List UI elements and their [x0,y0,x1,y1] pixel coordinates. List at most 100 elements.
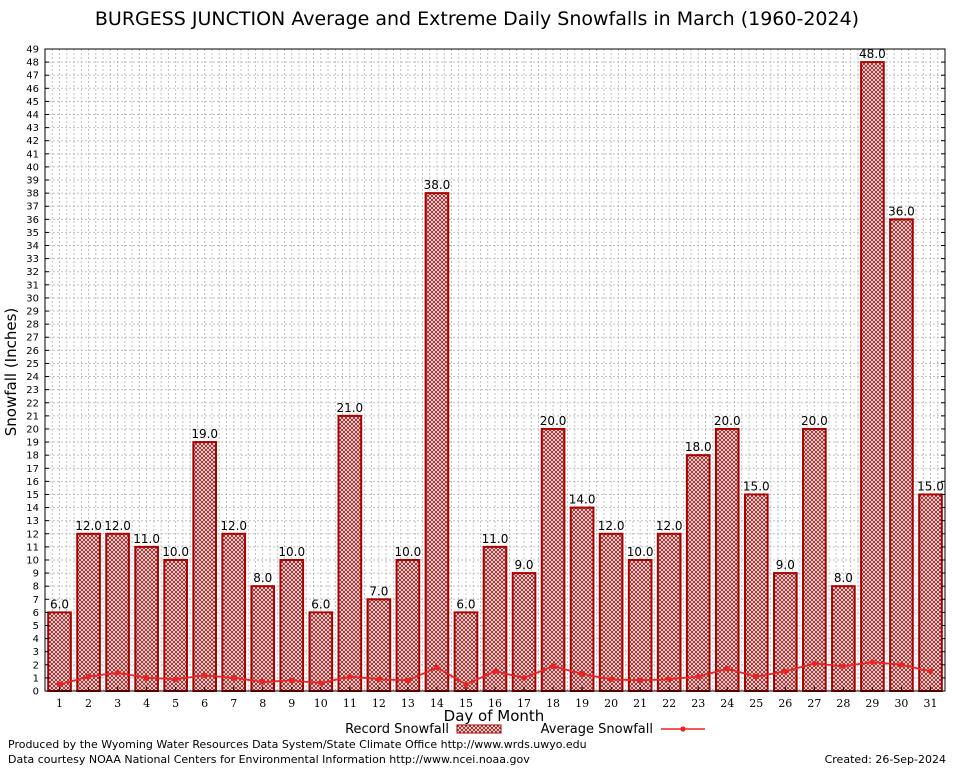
legend: Record Snowfall Average Snowfall [345,722,705,737]
bar-value-label: 9.0 [514,558,533,572]
x-tick-label: 18 [546,697,560,710]
x-tick-label: 6 [201,697,208,710]
y-tick-label: 13 [26,516,39,527]
legend-marker-average [680,726,686,732]
y-tick-label: 27 [26,333,39,344]
record-bar [656,532,682,692]
legend-label-record: Record Snowfall [345,722,449,737]
record-bar [714,427,740,692]
x-axis-title: Day of Month [444,707,545,725]
x-tick-label: 1 [56,697,63,710]
average-point [172,676,179,683]
bar-value-label: 8.0 [253,571,272,585]
y-tick-label: 18 [26,451,39,462]
average-point [347,673,353,680]
x-tick-label: 31 [923,697,937,710]
record-bar [511,572,537,692]
footer-producer: Produced by the Wyoming Water Resources … [8,738,587,751]
average-point [288,677,295,684]
bar-value-label: 38.0 [424,178,451,192]
y-tick-label: 32 [26,267,39,278]
y-tick-label: 25 [26,359,39,370]
y-tick-label: 36 [26,215,39,226]
bar-value-label: 10.0 [395,545,422,559]
bar-value-label: 12.0 [75,519,102,533]
line-layer [56,659,934,688]
average-point [550,663,556,669]
record-bar [279,558,305,693]
bar-value-label: 12.0 [220,519,247,533]
record-bar [163,558,188,693]
average-point [608,676,614,683]
average-point [230,675,237,681]
x-tick-label: 3 [114,697,121,710]
chart-title: BURGESS JUNCTION Average and Extreme Dai… [94,8,860,30]
y-tick-label: 22 [26,398,39,409]
record-bar [802,427,827,692]
record-bar [627,558,653,693]
x-tick-label: 7 [230,697,237,710]
y-tick-label: 43 [26,123,39,134]
average-point [869,659,876,665]
bar-value-label: 8.0 [834,571,853,585]
y-tick-label: 47 [26,71,39,82]
bar-value-label: 15.0 [917,479,944,493]
y-tick-label: 11 [26,542,39,553]
record-bar [250,585,276,692]
y-tick-label: 46 [26,84,39,95]
y-tick-label: 40 [26,162,39,173]
x-tick-label: 17 [517,697,531,710]
bar-value-label: 36.0 [888,204,915,218]
y-tick-label: 9 [33,569,39,580]
average-point [724,665,731,672]
y-tick-label: 17 [26,464,39,475]
record-bar [47,611,72,692]
bar-value-label: 11.0 [482,532,509,546]
y-tick-label: 20 [26,424,39,435]
bar-value-label: 19.0 [191,427,218,441]
average-point [85,673,92,680]
bar-value-label: 12.0 [656,519,683,533]
bar-value-label: 6.0 [50,597,69,611]
bar-value-label: 48.0 [859,47,886,61]
record-bar [598,532,624,692]
y-tick-label: 42 [26,136,39,147]
x-tick-label: 27 [807,697,821,710]
x-tick-label: 21 [633,697,647,710]
y-tick-label: 30 [26,293,39,304]
record-bar [569,506,595,693]
bar-value-label: 18.0 [685,440,712,454]
average-point [434,664,440,671]
y-tick-label: 8 [33,582,39,593]
y-tick-label: 44 [26,110,39,121]
record-bar [540,427,566,692]
y-tick-label: 7 [33,595,39,606]
bar-value-label: 10.0 [627,545,654,559]
x-tick-label: 22 [662,697,676,710]
x-tick-label: 10 [314,697,328,710]
y-tick-label: 2 [33,660,39,671]
bar-value-label: 20.0 [714,414,741,428]
average-point [376,676,382,683]
bar-value-label: 21.0 [336,401,363,415]
y-tick-label: 23 [26,385,39,396]
y-tick-label: 1 [33,673,39,684]
plot-frame [44,48,946,692]
record-bar [685,454,711,692]
x-tick-label: 5 [172,697,179,710]
y-tick-label: 24 [26,372,39,383]
y-tick-label: 21 [26,411,39,422]
bar-value-label: 6.0 [311,597,330,611]
x-tick-label: 13 [401,697,415,710]
footer-data-source: Data courtesy NOAA National Centers for … [8,753,530,766]
x-tick-label: 19 [575,697,589,710]
average-point [637,677,643,684]
record-bar [192,441,218,692]
legend-swatch-record [456,724,502,734]
record-bar [105,532,130,692]
record-bar [860,61,885,692]
average-point [201,672,208,679]
average-point [840,663,847,669]
y-tick-label: 10 [26,555,39,566]
